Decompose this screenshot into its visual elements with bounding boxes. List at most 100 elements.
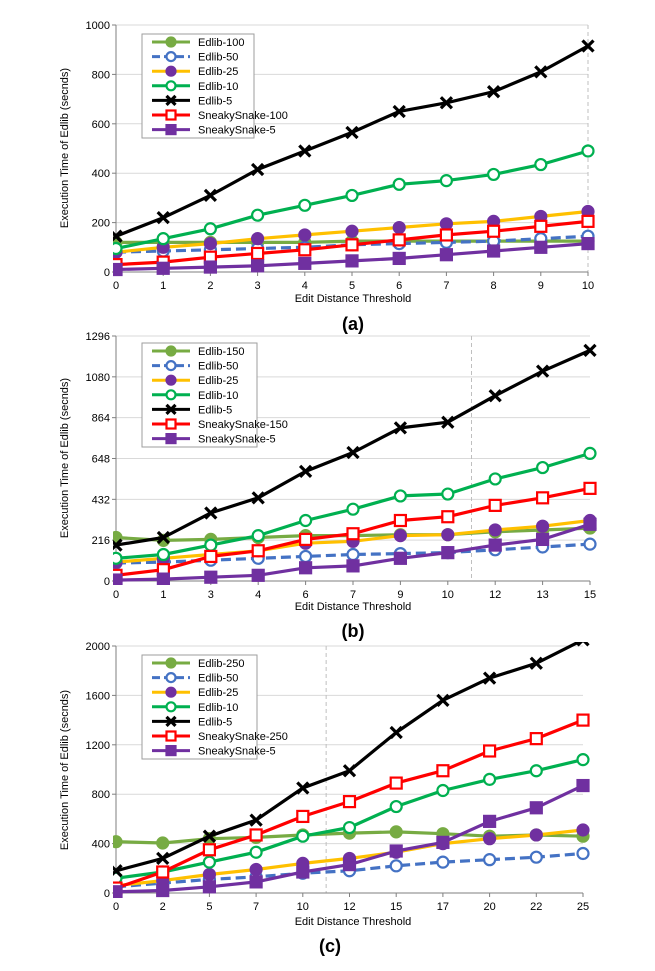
x-tick-label: 10 — [442, 589, 454, 601]
data-point — [204, 549, 218, 564]
data-point — [581, 144, 595, 158]
legend-label: Edlib-10 — [198, 81, 238, 93]
data-point — [251, 259, 265, 273]
x-tick-label: 4 — [255, 589, 261, 601]
y-tick-label: 648 — [92, 454, 110, 466]
legend-item: Edlib-5 — [152, 403, 232, 416]
data-point — [483, 853, 497, 867]
data-point — [346, 502, 360, 516]
data-point — [346, 527, 360, 541]
legend-marker — [165, 730, 177, 742]
data-point — [298, 144, 312, 158]
data-point — [203, 188, 218, 203]
data-point — [392, 220, 406, 235]
data-point — [251, 232, 265, 246]
legend-item: SneakySnake-5 — [152, 433, 276, 446]
data-point — [298, 464, 313, 478]
data-point — [345, 125, 359, 140]
legend-label: Edlib-25 — [198, 375, 238, 387]
series-edlib-5 — [113, 343, 597, 552]
legend-marker — [165, 701, 177, 713]
x-tick-label: 15 — [584, 589, 596, 601]
legend-item: Edlib-100 — [152, 36, 244, 49]
legend-item: SneakySnake-5 — [152, 744, 276, 758]
data-point — [249, 828, 263, 842]
data-point — [204, 570, 218, 584]
data-point — [529, 828, 543, 842]
data-point — [534, 219, 548, 233]
data-point — [393, 529, 407, 543]
data-point — [203, 222, 217, 236]
x-tick-label: 10 — [582, 280, 594, 292]
legend-label: Edlib-100 — [198, 37, 244, 49]
x-tick-label: 1 — [160, 280, 166, 292]
legend-marker — [165, 374, 177, 386]
data-point — [251, 529, 265, 543]
data-point — [441, 546, 455, 560]
data-point — [113, 229, 123, 243]
legend-marker — [165, 36, 177, 48]
data-point — [251, 246, 265, 261]
data-point — [299, 549, 313, 564]
data-point — [249, 862, 263, 877]
y-tick-labels: 0 400 800 1200 1600 2000 — [86, 641, 110, 900]
legend-label: Edlib-25 — [198, 687, 238, 699]
data-point — [436, 764, 450, 778]
data-point — [342, 857, 357, 872]
data-point — [345, 188, 359, 203]
x-axis-label: Edit Distance Threshold — [295, 916, 412, 928]
series-group — [113, 642, 590, 898]
x-tick-label: 6 — [303, 589, 309, 601]
legend-item: Edlib-150 — [152, 345, 244, 358]
x-tick-label: 12 — [489, 589, 501, 601]
legend-marker — [165, 109, 177, 121]
data-point — [583, 481, 597, 495]
x-tick-label: 3 — [255, 280, 261, 292]
legend-marker — [165, 418, 177, 430]
data-point — [488, 498, 502, 512]
y-tick-label: 800 — [92, 69, 110, 81]
y-tick-label: 864 — [92, 413, 110, 425]
data-point — [436, 855, 450, 869]
x-tick-label: 25 — [577, 901, 589, 913]
y-tick-label: 1200 — [86, 740, 110, 752]
data-point — [251, 491, 265, 505]
data-point — [251, 568, 265, 582]
legend-item: Edlib-5 — [152, 94, 232, 107]
data-point — [535, 519, 550, 533]
data-point — [298, 256, 312, 270]
legend-item: SneakySnake-150 — [152, 418, 288, 431]
data-point — [389, 799, 403, 814]
legend-label: Edlib-250 — [198, 658, 244, 670]
legend-item: Edlib-250 — [152, 657, 244, 670]
legend-item: Edlib-10 — [152, 389, 238, 402]
data-point — [113, 864, 123, 878]
x-tick-labels: 0 1 3 4 6 7 9 10 12 13 15 — [113, 589, 596, 601]
data-point — [113, 573, 123, 585]
x-tick-label: 0 — [113, 589, 119, 601]
data-point — [156, 836, 170, 850]
x-tick-label: 3 — [208, 589, 214, 601]
data-point — [202, 829, 217, 843]
data-point — [576, 642, 590, 647]
data-point — [389, 725, 403, 740]
x-tick-label: 5 — [206, 901, 212, 913]
x-tick-label: 10 — [297, 901, 309, 913]
series-sneakysnake-5 — [113, 517, 597, 585]
legend-label: Edlib-25 — [198, 66, 238, 78]
legend-marker — [165, 94, 177, 107]
data-point — [113, 262, 123, 277]
legend-item: SneakySnake-5 — [152, 123, 276, 137]
y-tick-label: 0 — [104, 267, 110, 279]
data-point — [298, 243, 312, 257]
y-tick-label: 200 — [92, 218, 110, 230]
y-tick-label: 1080 — [86, 372, 110, 384]
legend-label: Edlib-5 — [198, 716, 232, 728]
data-point — [250, 162, 265, 177]
x-tick-label: 7 — [443, 280, 449, 292]
data-point — [204, 538, 218, 552]
data-point — [156, 865, 170, 879]
legend-item: Edlib-25 — [152, 686, 238, 699]
